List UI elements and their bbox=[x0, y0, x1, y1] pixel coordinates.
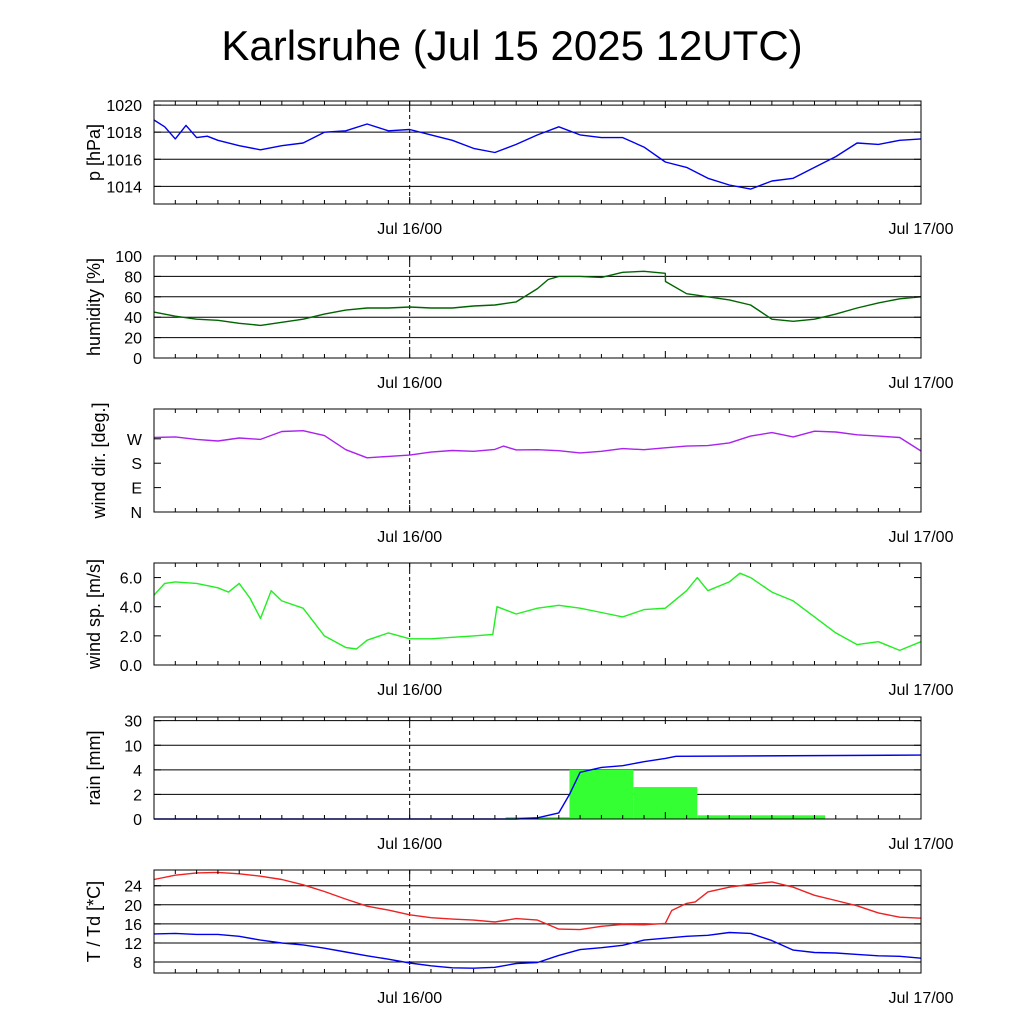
series-line-accumulated bbox=[154, 754, 922, 820]
y-tick-label: 1014 bbox=[106, 179, 142, 196]
x-tick-label: Jul 16/00 bbox=[377, 375, 442, 392]
y-tick-label: 6.0 bbox=[120, 571, 142, 588]
y-tick-label: 2.0 bbox=[120, 629, 142, 646]
x-tick-label: Jul 16/00 bbox=[377, 221, 442, 238]
plot-frame bbox=[153, 100, 922, 205]
rain-bar bbox=[569, 769, 634, 819]
y-tick-label: 4.0 bbox=[120, 600, 142, 617]
y-tick-label: 40 bbox=[124, 310, 142, 327]
y-tick-label: 2 bbox=[133, 787, 142, 804]
plot-frame bbox=[153, 716, 922, 820]
y-axis-label: wind sp. [m/s] bbox=[84, 559, 104, 670]
x-tick-label: Jul 17/00 bbox=[889, 836, 954, 853]
y-tick-label: 0 bbox=[133, 812, 142, 829]
y-axis-label: p [hPa] bbox=[84, 124, 104, 181]
y-tick-label: 20 bbox=[124, 898, 142, 915]
x-tick-label: Jul 17/00 bbox=[889, 221, 954, 238]
panel-temperature: 24 20 16 12 8 T / Td [*C] Jul 16/00 Jul 17/00 bbox=[84, 869, 954, 1007]
y-tick-label: 8 bbox=[133, 955, 142, 972]
series-line-td bbox=[153, 931, 922, 969]
x-tick-label: Jul 16/00 bbox=[377, 682, 442, 699]
series-line-wind-direction bbox=[153, 430, 922, 459]
x-tick-label: Jul 16/00 bbox=[377, 990, 442, 1007]
x-tick-label: Jul 17/00 bbox=[889, 529, 954, 546]
series-line-t bbox=[153, 871, 922, 931]
plot-frame bbox=[153, 562, 922, 666]
rain-bar bbox=[697, 815, 826, 819]
y-tick-label: 12 bbox=[124, 936, 142, 953]
y-tick-label: 4 bbox=[133, 763, 142, 780]
y-tick-label: 1016 bbox=[106, 152, 142, 169]
y-axis-label: rain [mm] bbox=[84, 730, 104, 805]
y-tick-label: 0 bbox=[133, 351, 142, 368]
y-tick-label: 0.0 bbox=[120, 658, 142, 675]
y-tick-label: 24 bbox=[124, 879, 142, 896]
x-tick-label: Jul 16/00 bbox=[377, 836, 442, 853]
y-tick-label: 1020 bbox=[106, 98, 142, 115]
series-line-humidity bbox=[153, 270, 922, 327]
y-tick-label: 1018 bbox=[106, 125, 142, 142]
y-tick-label: 20 bbox=[124, 331, 142, 348]
x-tick-label: Jul 17/00 bbox=[889, 682, 954, 699]
y-tick-label: 10 bbox=[124, 738, 142, 755]
y-axis-label: wind dir. [deg.] bbox=[89, 402, 109, 519]
y-tick-label: 30 bbox=[124, 714, 142, 731]
series-line-wind-speed bbox=[153, 572, 922, 652]
panel-humidity: 100 80 60 40 20 0 humidity [%] Jul 16/00 Jul 17/… bbox=[84, 249, 954, 392]
plot-frame bbox=[153, 408, 922, 513]
y-tick-label: 80 bbox=[124, 269, 142, 286]
y-tick-label: 16 bbox=[124, 917, 142, 934]
x-tick-label: Jul 16/00 bbox=[377, 529, 442, 546]
y-tick-label: 60 bbox=[124, 290, 142, 307]
y-tick-label: W bbox=[127, 432, 143, 449]
x-tick-label: Jul 17/00 bbox=[889, 375, 954, 392]
chart-title: Karlsruhe (Jul 15 2025 12UTC) bbox=[221, 22, 803, 69]
panel-rain: 30 10 4 2 0 rain [mm] Jul 16/00 Jul 17/00 bbox=[84, 714, 954, 853]
y-tick-label: 100 bbox=[115, 249, 142, 266]
y-tick-label: E bbox=[131, 481, 142, 498]
plot-frame bbox=[153, 255, 922, 359]
y-tick-label: N bbox=[130, 505, 142, 522]
panel-wind-speed: 6.0 4.0 2.0 0.0 wind sp. [m/s] Jul 16/00 Jul 1… bbox=[84, 559, 954, 699]
y-axis-label: humidity [%] bbox=[84, 258, 104, 356]
x-tick-label: Jul 17/00 bbox=[889, 990, 954, 1007]
y-tick-label: S bbox=[131, 456, 142, 473]
y-axis-label: T / Td [*C] bbox=[84, 881, 104, 962]
series-line-pressure bbox=[153, 119, 922, 190]
